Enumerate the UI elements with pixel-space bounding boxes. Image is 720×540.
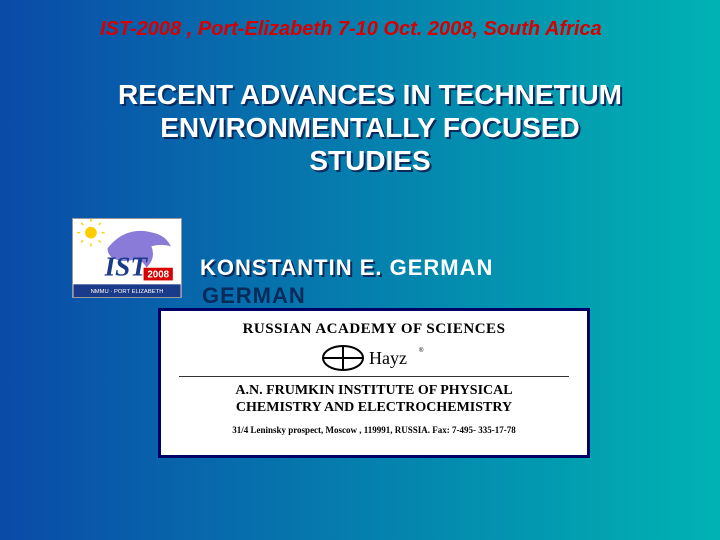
slide-title: RECENT ADVANCES IN TECHNETIUM ENVIRONMEN… bbox=[60, 78, 680, 177]
logo-ist-text: IST bbox=[104, 252, 149, 282]
slide-root: IST-2008 , Port-Elizabeth 7-10 Oct. 2008… bbox=[0, 0, 720, 540]
affiliation-org: RUSSIAN ACADEMY OF SCIENCES bbox=[173, 321, 575, 338]
institute-address: 31/4 Leninsky prospect, Moscow , 119991,… bbox=[173, 425, 575, 435]
affiliation-logo-icon: Hayz ® bbox=[319, 344, 429, 372]
title-line-1: RECENT ADVANCES IN TECHNETIUM bbox=[118, 79, 622, 110]
author-name: KONSTANTIN E. GERMAN KONSTANTIN E. GERMA… bbox=[200, 255, 493, 281]
title-line-2: ENVIRONMENTALLY FOCUSED bbox=[160, 112, 580, 143]
institute-line-2: CHEMISTRY AND ELECTROCHEMISTRY bbox=[173, 400, 575, 417]
conference-logo: IST 2008 NMMU · PORT ELIZABETH bbox=[72, 218, 182, 298]
title-line-3: STUDIES bbox=[309, 145, 430, 176]
logo-year: 2008 bbox=[147, 270, 169, 281]
svg-text:®: ® bbox=[419, 347, 424, 354]
svg-text:Hayz: Hayz bbox=[369, 348, 407, 368]
divider bbox=[179, 376, 569, 377]
institute-line-1: A.N. FRUMKIN INSTITUTE OF PHYSICAL bbox=[173, 383, 575, 400]
logo-footer: NMMU · PORT ELIZABETH bbox=[91, 289, 164, 295]
conference-header: IST-2008 , Port-Elizabeth 7-10 Oct. 2008… bbox=[100, 18, 602, 41]
affiliation-box: RUSSIAN ACADEMY OF SCIENCES Hayz ® A.N. … bbox=[158, 308, 590, 458]
